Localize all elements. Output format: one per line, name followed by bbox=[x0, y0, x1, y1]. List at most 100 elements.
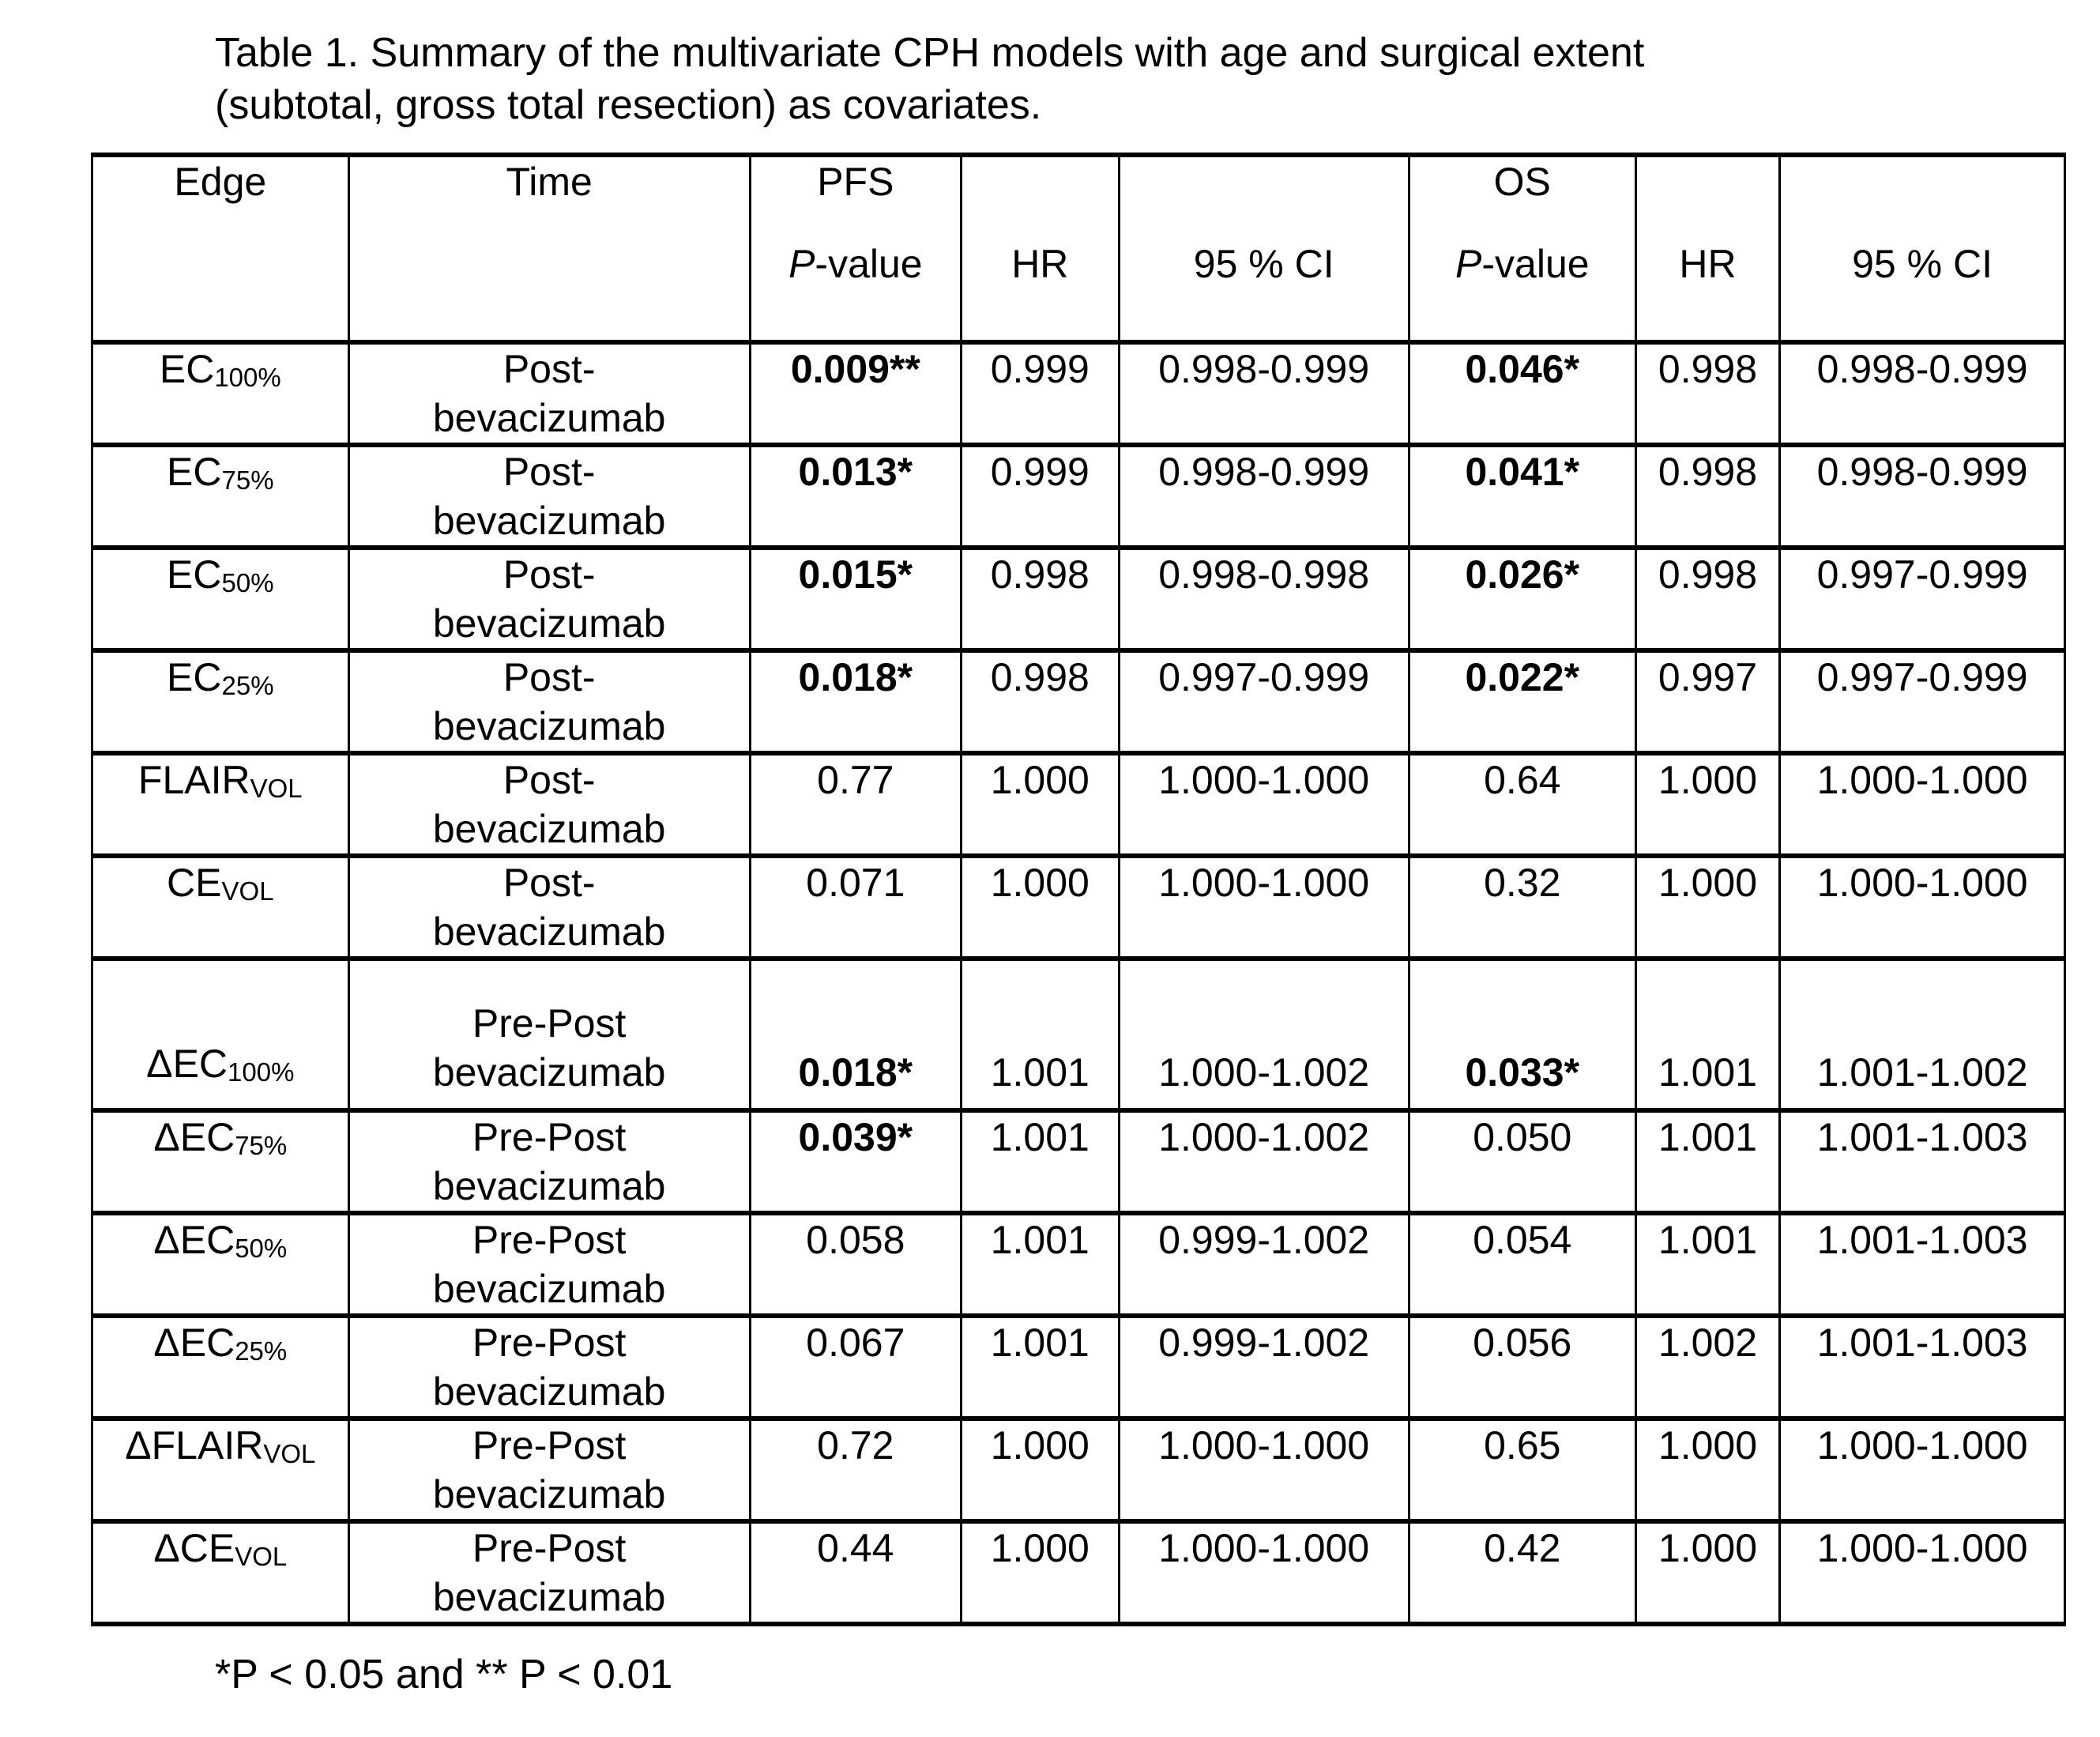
edge-label: ΔEC bbox=[146, 1042, 228, 1087]
time-line-2: bevacizumab bbox=[432, 1370, 666, 1414]
pfs-ci-cell: 0.999-1.002 bbox=[1117, 1313, 1410, 1421]
header-row: Edge Time PFS P-value HR 95 % CI bbox=[91, 153, 2066, 345]
edge-subscript: 50% bbox=[235, 1233, 288, 1263]
table-row: ΔEC25% Pre-Post bevacizumab 0.067 1.001 0.999… bbox=[91, 1313, 2066, 1421]
pfs-hr-cell: 1.001 bbox=[959, 1108, 1120, 1215]
os-hr-cell: 1.002 bbox=[1634, 1313, 1782, 1421]
pfs-ci-cell: 1.000-1.002 bbox=[1117, 1108, 1410, 1215]
time-line-1: Pre-Post bbox=[472, 1321, 627, 1365]
os-hr-cell: 1.001 bbox=[1634, 1211, 1782, 1318]
os-hr-cell: 1.001 bbox=[1634, 1108, 1782, 1215]
time-line-2: bevacizumab bbox=[432, 1575, 666, 1619]
time-cell: Pre-Post bevacizumab bbox=[347, 1313, 751, 1421]
pfs-hr-cell: 1.001 bbox=[959, 956, 1120, 1113]
pfs-pvalue-cell: 0.067 bbox=[748, 1313, 962, 1421]
edge-label: ΔEC bbox=[153, 1218, 235, 1262]
pfs-ci-cell: 1.000-1.000 bbox=[1117, 751, 1410, 858]
time-cell: Post-bevacizumab bbox=[347, 340, 751, 447]
edge-cell: ΔEC50% bbox=[91, 1211, 350, 1318]
time-cell: Post-bevacizumab bbox=[347, 853, 751, 961]
edge-label: ΔEC bbox=[153, 1115, 235, 1159]
pfs-pvalue-cell: 0.071 bbox=[748, 853, 962, 961]
table-row: EC100% Post-bevacizumab 0.009** 0.999 0.998-… bbox=[91, 340, 2066, 447]
edge-label: EC bbox=[167, 552, 222, 597]
os-ci-cell: 1.001-1.003 bbox=[1778, 1211, 2066, 1318]
caption-line-2: (subtotal, gross total resection) as cov… bbox=[215, 82, 1042, 128]
os-ci-cell: 1.001-1.002 bbox=[1778, 956, 2066, 1113]
os-ci-cell: 1.001-1.003 bbox=[1778, 1108, 2066, 1215]
table-row: FLAIRVOL Post-bevacizumab 0.77 1.000 1.000-1… bbox=[91, 751, 2066, 858]
os-ci-cell: 0.998-0.999 bbox=[1778, 340, 2066, 447]
pfs-hr-cell: 1.000 bbox=[959, 1416, 1120, 1524]
edge-subscript: 50% bbox=[221, 567, 274, 597]
time-line-1: Pre-Post bbox=[472, 1115, 627, 1159]
time-line-1: Pre-Post bbox=[472, 1218, 627, 1262]
time-cell: Post-bevacizumab bbox=[347, 443, 751, 550]
edge-label: EC bbox=[167, 655, 222, 699]
pfs-hr-cell: 1.000 bbox=[959, 751, 1120, 858]
pfs-hr-cell: 1.001 bbox=[959, 1211, 1120, 1318]
edge-subscript: 100% bbox=[228, 1057, 295, 1087]
os-ci-cell: 1.000-1.000 bbox=[1778, 1519, 2066, 1626]
header-pfs-group-label: PFS bbox=[817, 160, 894, 204]
pfs-hr-cell: 0.999 bbox=[959, 443, 1120, 550]
pfs-hr-cell: 1.000 bbox=[959, 1519, 1120, 1626]
edge-cell: ΔEC25% bbox=[91, 1313, 350, 1421]
os-ci-cell: 1.000-1.000 bbox=[1778, 853, 2066, 961]
os-pvalue-cell: 0.046* bbox=[1407, 340, 1637, 447]
time-line-1: Post- bbox=[502, 861, 596, 905]
pfs-pvalue-cell: 0.039* bbox=[748, 1108, 962, 1215]
os-ci-cell: 0.997-0.999 bbox=[1778, 648, 2066, 755]
time-cell: Pre-Post bevacizumab bbox=[347, 956, 751, 1113]
pfs-pvalue-cell: 0.72 bbox=[748, 1416, 962, 1524]
edge-subscript: 100% bbox=[214, 362, 281, 392]
pfs-pvalue-cell: 0.058 bbox=[748, 1211, 962, 1318]
header-edge: Edge bbox=[91, 153, 350, 345]
edge-cell: FLAIRVOL bbox=[91, 751, 350, 858]
edge-subscript: 25% bbox=[221, 670, 274, 700]
edge-label: ΔCE bbox=[153, 1526, 235, 1570]
header-os-ci: 95 % CI bbox=[1778, 153, 2066, 345]
table-row: CEVOL Post-bevacizumab 0.071 1.000 1.000-1.0… bbox=[91, 853, 2066, 961]
os-pvalue-cell: 0.64 bbox=[1407, 751, 1637, 858]
os-ci-cell: 1.000-1.000 bbox=[1778, 751, 2066, 858]
pfs-ci-cell: 0.998-0.999 bbox=[1117, 340, 1410, 447]
os-hr-cell: 0.998 bbox=[1634, 340, 1782, 447]
edge-cell: ΔFLAIRVOL bbox=[91, 1416, 350, 1524]
pfs-hr-cell: 0.998 bbox=[959, 648, 1120, 755]
edge-cell: ΔCEVOL bbox=[91, 1519, 350, 1626]
table-row: ΔEC100% Pre-Post bevacizumab 0.018* 1.001 1.0… bbox=[91, 956, 2066, 1113]
table-row: EC50% Post-bevacizumab 0.015* 0.998 0.998-0.… bbox=[91, 545, 2066, 653]
time-line-2: bevacizumab bbox=[432, 704, 666, 748]
header-pfs-pvalue-label: P-value bbox=[788, 242, 923, 286]
pfs-pvalue-cell: 0.018* bbox=[748, 956, 962, 1113]
header-os-pvalue: OS P-value bbox=[1407, 153, 1637, 345]
header-os-ci-label: 95 % CI bbox=[1852, 242, 1993, 286]
cph-results-table: Edge Time PFS P-value HR 95 % CI bbox=[91, 153, 2066, 1626]
header-os-pvalue-label: P-value bbox=[1455, 242, 1590, 286]
pfs-pvalue-cell: 0.015* bbox=[748, 545, 962, 653]
os-ci-cell: 1.001-1.003 bbox=[1778, 1313, 2066, 1421]
edge-cell: ΔEC100% bbox=[91, 956, 350, 1113]
table-row: ΔEC75% Pre-Post bevacizumab 0.039* 1.001 1.00… bbox=[91, 1108, 2066, 1215]
pfs-ci-cell: 0.998-0.998 bbox=[1117, 545, 1410, 653]
table-row: EC75% Post-bevacizumab 0.013* 0.999 0.998-0.… bbox=[91, 443, 2066, 550]
time-line-2: bevacizumab bbox=[432, 1164, 666, 1208]
os-hr-cell: 0.998 bbox=[1634, 545, 1782, 653]
os-pvalue-cell: 0.32 bbox=[1407, 853, 1637, 961]
edge-subscript: VOL bbox=[263, 1438, 316, 1468]
time-cell: Pre-Post bevacizumab bbox=[347, 1108, 751, 1215]
table-row: EC25% Post-bevacizumab 0.018* 0.998 0.997-0.… bbox=[91, 648, 2066, 755]
pfs-hr-cell: 0.998 bbox=[959, 545, 1120, 653]
pfs-pvalue-cell: 0.018* bbox=[748, 648, 962, 755]
os-hr-cell: 0.997 bbox=[1634, 648, 1782, 755]
edge-label: FLAIR bbox=[137, 758, 250, 802]
pfs-pvalue-cell: 0.77 bbox=[748, 751, 962, 858]
pfs-hr-cell: 1.001 bbox=[959, 1313, 1120, 1421]
os-hr-cell: 1.000 bbox=[1634, 853, 1782, 961]
edge-subscript: 25% bbox=[235, 1336, 288, 1366]
time-line-1: Pre-Post bbox=[472, 1526, 627, 1570]
time-cell: Post-bevacizumab bbox=[347, 545, 751, 653]
caption-line-1: Table 1. Summary of the multivariate CPH… bbox=[215, 30, 1645, 76]
